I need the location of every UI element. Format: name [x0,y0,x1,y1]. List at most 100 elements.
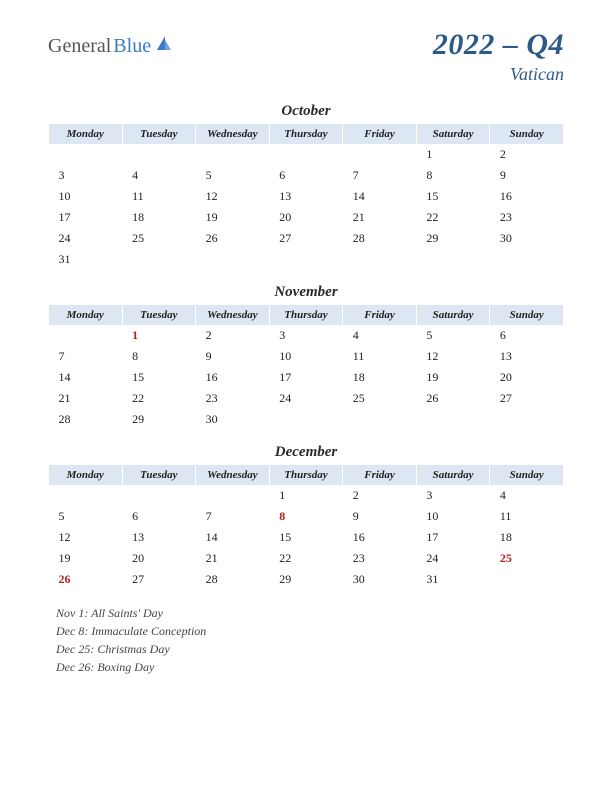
day-cell: 6 [269,165,343,186]
month-name: December [48,444,564,461]
day-header: Friday [343,465,417,485]
day-cell: 12 [49,527,123,548]
day-cell: 10 [416,506,490,527]
day-header: Saturday [416,305,490,325]
day-header: Sunday [490,305,564,325]
day-cell: 17 [49,207,123,228]
table-row: 10111213141516 [49,186,564,207]
table-row: 262728293031 [49,569,564,590]
day-cell: 3 [269,325,343,346]
day-cell: 3 [49,165,123,186]
day-header: Sunday [490,124,564,144]
day-cell: 15 [416,186,490,207]
day-header: Tuesday [122,305,196,325]
day-cell: 14 [49,367,123,388]
day-cell: 5 [196,165,270,186]
holiday-entry: Dec 25: Christmas Day [56,640,564,658]
day-cell: 17 [269,367,343,388]
day-cell: 5 [49,506,123,527]
table-row: 12 [49,144,564,165]
day-cell: 25 [343,388,417,409]
day-cell: 30 [490,228,564,249]
day-cell: 24 [49,228,123,249]
day-cell [49,485,123,506]
day-cell: 5 [416,325,490,346]
day-header: Monday [49,305,123,325]
table-row: 123456 [49,325,564,346]
day-header: Monday [49,124,123,144]
day-cell: 2 [343,485,417,506]
calendar-table: MondayTuesdayWednesdayThursdayFridaySatu… [48,124,564,270]
day-header: Thursday [269,465,343,485]
calendar-table: MondayTuesdayWednesdayThursdayFridaySatu… [48,305,564,430]
logo-text-1: General [48,35,111,58]
day-cell [196,144,270,165]
day-cell [343,249,417,270]
day-cell: 14 [196,527,270,548]
day-cell [343,409,417,430]
day-cell: 16 [343,527,417,548]
day-cell: 17 [416,527,490,548]
day-header: Thursday [269,124,343,144]
logo: GeneralBlue [48,34,173,58]
day-cell: 26 [196,228,270,249]
day-header: Saturday [416,124,490,144]
months-container: OctoberMondayTuesdayWednesdayThursdayFri… [48,103,564,590]
day-cell: 23 [343,548,417,569]
day-header: Tuesday [122,124,196,144]
day-cell: 25 [122,228,196,249]
header: GeneralBlue 2022 – Q4 Vatican [48,28,564,85]
day-cell: 11 [122,186,196,207]
day-cell: 14 [343,186,417,207]
day-cell: 1 [122,325,196,346]
day-cell [122,249,196,270]
day-cell: 29 [269,569,343,590]
day-cell [196,249,270,270]
day-cell: 6 [122,506,196,527]
day-cell: 12 [196,186,270,207]
day-cell: 2 [196,325,270,346]
table-row: 19202122232425 [49,548,564,569]
month-block: October MondayTuesdayWednesdayThursdayFri… [48,103,564,270]
day-cell: 22 [122,388,196,409]
month-name: November [48,284,564,301]
day-cell: 8 [416,165,490,186]
day-cell [196,485,270,506]
day-cell: 28 [343,228,417,249]
day-cell: 23 [196,388,270,409]
day-cell: 18 [122,207,196,228]
table-row: 14151617181920 [49,367,564,388]
day-cell: 24 [416,548,490,569]
day-header: Wednesday [196,305,270,325]
day-cell: 27 [490,388,564,409]
day-cell: 8 [269,506,343,527]
day-cell [416,249,490,270]
day-cell: 16 [196,367,270,388]
day-header: Tuesday [122,465,196,485]
day-cell: 1 [269,485,343,506]
table-row: 31 [49,249,564,270]
day-cell: 7 [196,506,270,527]
day-cell: 27 [269,228,343,249]
title-block: 2022 – Q4 Vatican [433,28,564,85]
day-header: Friday [343,124,417,144]
day-cell: 16 [490,186,564,207]
day-header: Saturday [416,465,490,485]
day-cell: 20 [490,367,564,388]
day-cell: 11 [490,506,564,527]
holiday-list: Nov 1: All Saints' DayDec 8: Immaculate … [48,604,564,676]
day-cell [49,325,123,346]
day-cell: 29 [416,228,490,249]
day-cell: 21 [343,207,417,228]
day-header: Sunday [490,465,564,485]
month-name: October [48,103,564,120]
day-cell: 30 [343,569,417,590]
day-cell: 20 [122,548,196,569]
day-cell: 4 [490,485,564,506]
table-row: 3456789 [49,165,564,186]
day-cell [490,409,564,430]
day-header: Monday [49,465,123,485]
day-cell [269,249,343,270]
day-cell: 15 [122,367,196,388]
day-cell: 21 [49,388,123,409]
